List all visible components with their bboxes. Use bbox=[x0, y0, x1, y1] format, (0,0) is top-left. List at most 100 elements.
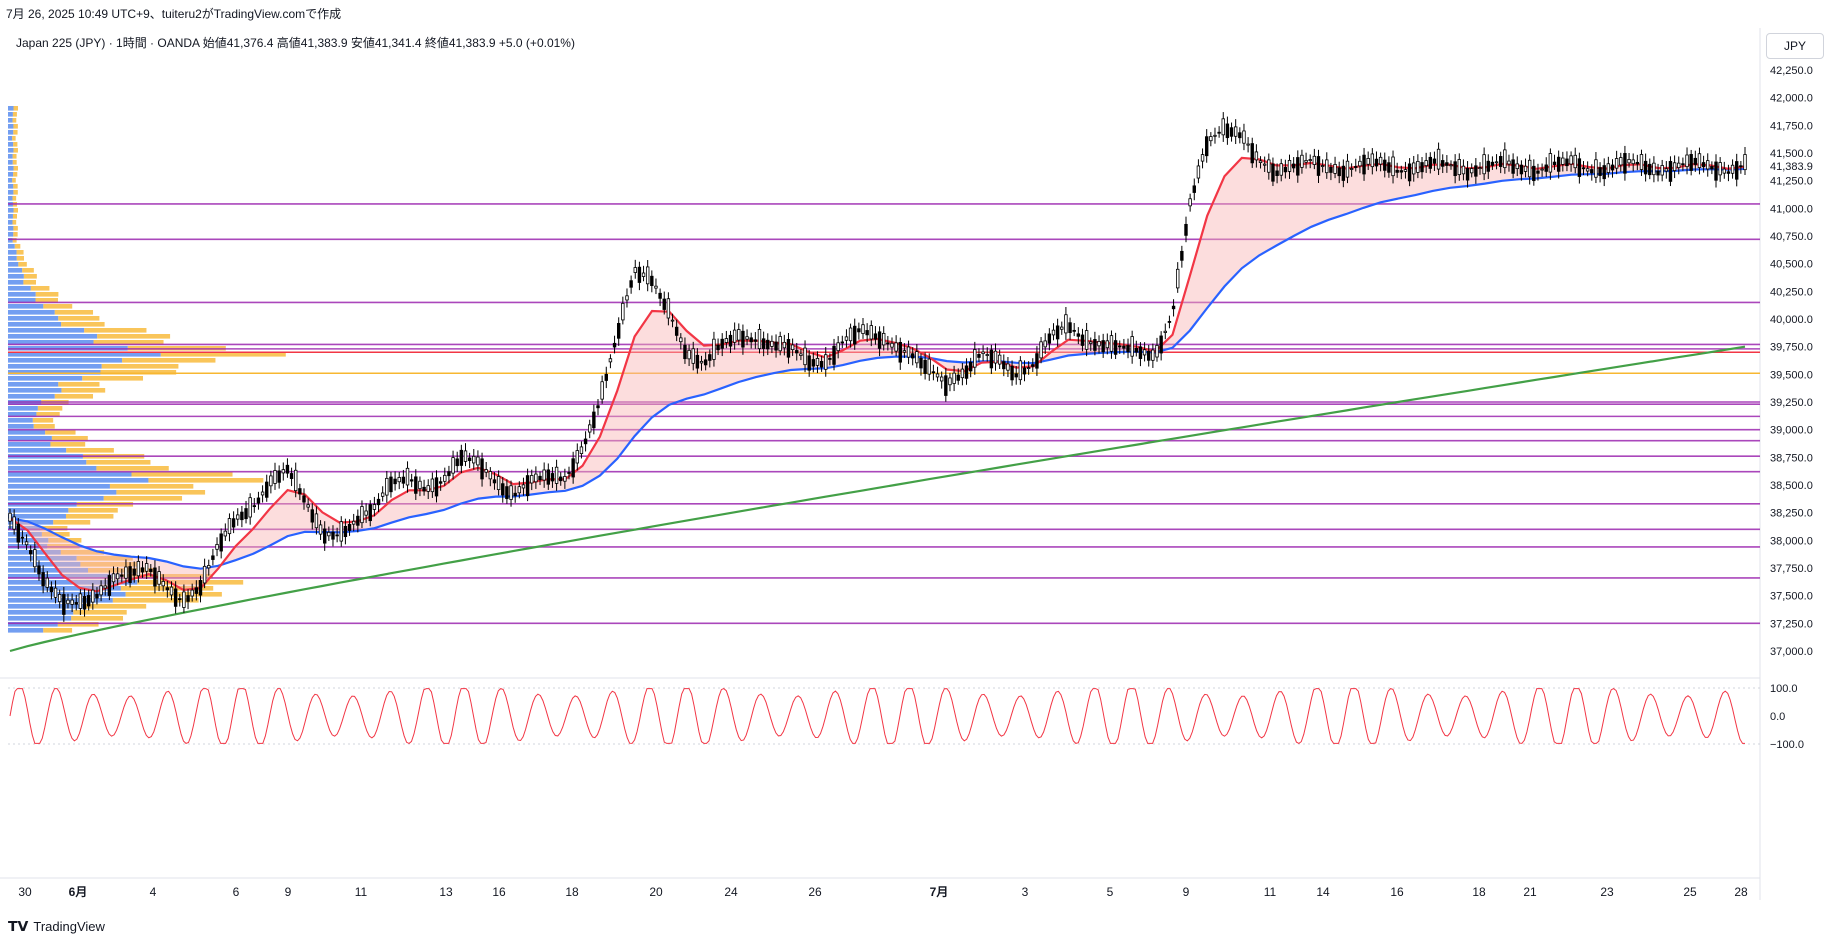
candle-body bbox=[1540, 168, 1544, 171]
candle-body bbox=[82, 596, 87, 610]
candle-body bbox=[149, 568, 153, 572]
price-tick-label: 42,000.0 bbox=[1770, 93, 1813, 105]
candle-body bbox=[604, 373, 608, 381]
candle-body bbox=[1308, 159, 1312, 161]
candle-body bbox=[902, 350, 907, 353]
candle-body bbox=[397, 477, 401, 483]
candle-body bbox=[757, 328, 762, 350]
candle-body bbox=[869, 325, 873, 340]
candle-body bbox=[616, 323, 621, 339]
vp-bar-down bbox=[58, 316, 100, 321]
candle-body bbox=[1296, 157, 1300, 176]
candle-body bbox=[269, 475, 273, 487]
candle-body bbox=[1453, 161, 1457, 177]
vp-bar-down bbox=[120, 574, 213, 579]
candle-body bbox=[1548, 153, 1553, 173]
candle-body bbox=[488, 471, 493, 480]
candle-body bbox=[1619, 157, 1623, 166]
candle-body bbox=[612, 342, 617, 348]
candle-body bbox=[331, 531, 335, 540]
time-tick-label: 13 bbox=[439, 885, 453, 899]
time-tick-label: 23 bbox=[1600, 885, 1614, 899]
candle-body bbox=[207, 565, 211, 569]
candle-body bbox=[939, 376, 944, 382]
vp-bar-up bbox=[8, 142, 14, 147]
candle-body bbox=[774, 341, 778, 351]
vp-bar-down bbox=[68, 508, 118, 513]
vp-bar-down bbox=[112, 598, 199, 603]
candle-body bbox=[637, 266, 642, 283]
candle-body bbox=[625, 295, 629, 301]
candle-body bbox=[621, 302, 625, 321]
candle-body bbox=[563, 476, 567, 482]
candle-body bbox=[223, 530, 228, 537]
currency-button[interactable]: JPY bbox=[1766, 33, 1824, 59]
vp-bar-down bbox=[51, 436, 88, 441]
candle-body bbox=[1697, 153, 1702, 168]
vp-bar-up bbox=[8, 154, 13, 159]
candle-body bbox=[1523, 165, 1528, 172]
vp-bar-up bbox=[8, 328, 85, 333]
candle-body bbox=[1561, 157, 1565, 165]
candle-body bbox=[766, 339, 770, 350]
candle-body bbox=[1039, 341, 1043, 359]
candle-body bbox=[405, 467, 410, 486]
candle-body bbox=[1726, 171, 1731, 174]
price-tick-label: 39,500.0 bbox=[1770, 369, 1813, 381]
candle-body bbox=[935, 373, 940, 378]
vp-bar-up bbox=[8, 424, 34, 429]
candle-body bbox=[414, 476, 418, 494]
candle-body bbox=[1130, 336, 1134, 357]
vp-bar-up bbox=[8, 106, 14, 111]
candle-body bbox=[1581, 167, 1586, 170]
candle-body bbox=[1718, 162, 1722, 176]
price-tick-label: 37,000.0 bbox=[1770, 646, 1813, 658]
candle-body bbox=[1159, 335, 1163, 354]
candle-body bbox=[120, 574, 124, 577]
vp-bar-down bbox=[50, 442, 86, 447]
candle-body bbox=[1329, 166, 1333, 173]
candle-body bbox=[588, 424, 592, 433]
price-tick-label: 41,250.0 bbox=[1770, 176, 1813, 188]
time-tick-label: 18 bbox=[1472, 885, 1486, 899]
time-tick-label: 16 bbox=[492, 885, 506, 899]
candle-body bbox=[1527, 159, 1532, 178]
candle-body bbox=[1300, 154, 1304, 168]
candle-body bbox=[351, 520, 356, 525]
vp-bar-up bbox=[8, 508, 69, 513]
candle-body bbox=[1569, 155, 1573, 165]
candle-body bbox=[1668, 161, 1673, 182]
time-axis[interactable]: 30 6月 4 6 9 11 13 16 18 20 24 26 7月 3 5 9 11 14 16 18 21 23 25… bbox=[18, 885, 1748, 899]
vp-bar-down bbox=[125, 592, 222, 597]
candle-body bbox=[844, 336, 849, 341]
vp-bar-down bbox=[12, 220, 17, 225]
price-tick-label: 40,750.0 bbox=[1770, 231, 1813, 243]
vp-bar-up bbox=[8, 382, 59, 387]
candle-body bbox=[1391, 156, 1395, 177]
vp-bar-up bbox=[8, 334, 98, 339]
vp-bar-up bbox=[8, 556, 77, 561]
vp-bar-down bbox=[76, 556, 133, 561]
candle-body bbox=[45, 577, 49, 588]
vp-bar-down bbox=[57, 622, 99, 627]
price-tick-label: 39,000.0 bbox=[1770, 425, 1813, 437]
candle-body bbox=[1387, 162, 1391, 173]
vp-bar-up bbox=[8, 496, 104, 501]
candle-body bbox=[1138, 346, 1143, 359]
vp-bar-up bbox=[8, 628, 44, 633]
time-tick-label: 25 bbox=[1683, 885, 1697, 899]
candle-body bbox=[819, 360, 824, 368]
vp-bar-down bbox=[23, 280, 37, 285]
price-axis[interactable]: 42,250.0 42,000.0 41,750.0 41,500.0 41,250.0… bbox=[1770, 65, 1813, 658]
candle-body bbox=[596, 405, 600, 409]
tradingview-footer[interactable]: 𝗧𝗩 TradingView bbox=[8, 918, 105, 935]
vp-bar-down bbox=[33, 424, 55, 429]
vp-bar-up bbox=[8, 610, 74, 615]
vp-bar-up bbox=[8, 262, 19, 267]
candle-body bbox=[215, 544, 219, 550]
candle-body bbox=[368, 504, 372, 522]
candle-body bbox=[910, 353, 915, 359]
vp-bar-down bbox=[13, 190, 18, 195]
candle-body bbox=[202, 565, 207, 584]
